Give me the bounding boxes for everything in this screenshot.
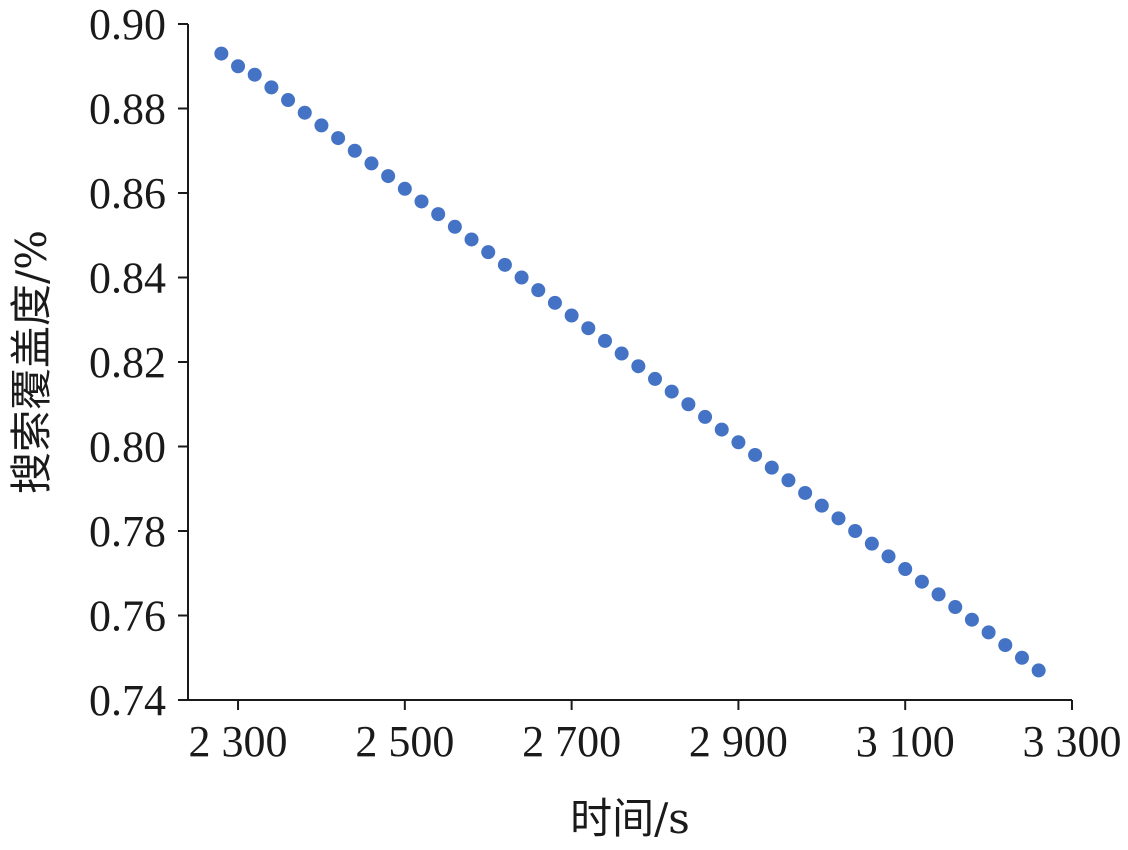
data-point: [914, 574, 929, 589]
data-point: [681, 397, 696, 412]
data-point: [247, 67, 262, 82]
y-tick-label: 0.86: [89, 169, 166, 218]
data-point: [931, 587, 946, 602]
y-axis-title: 搜索覆盖度/%: [7, 230, 56, 494]
data-point: [481, 245, 496, 260]
x-tick-label: 3 300: [1023, 717, 1122, 766]
data-point: [748, 447, 763, 462]
data-point: [614, 346, 629, 361]
y-tick-label: 0.90: [89, 0, 166, 49]
data-point: [297, 105, 312, 120]
data-point: [998, 638, 1013, 653]
data-point: [814, 498, 829, 513]
data-point: [464, 232, 479, 247]
data-point: [597, 333, 612, 348]
data-point: [698, 409, 713, 424]
data-point: [431, 207, 446, 222]
data-point: [581, 321, 596, 336]
y-tick-label: 0.82: [89, 338, 166, 387]
data-point: [381, 169, 396, 184]
data-point: [497, 257, 512, 272]
data-point: [331, 131, 346, 146]
x-tick-label: 2 900: [689, 717, 788, 766]
data-point: [881, 549, 896, 564]
data-point: [281, 93, 296, 108]
data-point: [781, 473, 796, 488]
data-point: [714, 422, 729, 437]
x-tick-label: 2 700: [522, 717, 621, 766]
data-point: [564, 308, 579, 323]
data-point: [314, 118, 329, 133]
data-point: [948, 600, 963, 615]
data-point: [397, 181, 412, 196]
data-points: [214, 46, 1046, 678]
y-tick-label: 0.84: [89, 254, 166, 303]
data-point: [864, 536, 879, 551]
data-point: [514, 270, 529, 285]
x-tick-label: 3 100: [856, 717, 955, 766]
data-point: [631, 359, 646, 374]
data-point: [231, 59, 246, 74]
data-point: [531, 283, 546, 298]
y-tick-label: 0.74: [89, 676, 166, 725]
data-point: [981, 625, 996, 640]
data-point: [964, 612, 979, 627]
data-point: [414, 194, 429, 209]
data-point: [848, 524, 863, 538]
data-point: [664, 384, 679, 399]
x-tick-label: 2 500: [355, 717, 454, 766]
y-tick-label: 0.80: [89, 423, 166, 472]
data-point: [214, 46, 229, 61]
x-axis-title: 时间/s: [570, 794, 690, 843]
data-point: [764, 460, 779, 475]
data-point: [364, 156, 379, 171]
data-point: [1031, 663, 1046, 678]
data-point: [347, 143, 362, 158]
data-point: [831, 511, 846, 526]
data-point: [447, 219, 462, 234]
data-point: [1014, 650, 1029, 665]
y-tick-label: 0.76: [89, 592, 166, 641]
data-point: [898, 562, 913, 577]
data-point: [547, 295, 562, 310]
y-axis: 0.74 0.76 0.78 0.80 0.82 0.84 0.86 0.88 0.90: [89, 0, 189, 725]
data-point: [648, 371, 663, 386]
y-tick-label: 0.78: [89, 507, 166, 556]
data-point: [264, 80, 279, 95]
data-point: [731, 435, 746, 450]
data-point: [798, 485, 813, 500]
y-tick-label: 0.88: [89, 85, 166, 134]
x-tick-label: 2 300: [189, 717, 288, 766]
x-axis: 2 300 2 500 2 700 2 900 3 100 3 300: [188, 699, 1122, 766]
